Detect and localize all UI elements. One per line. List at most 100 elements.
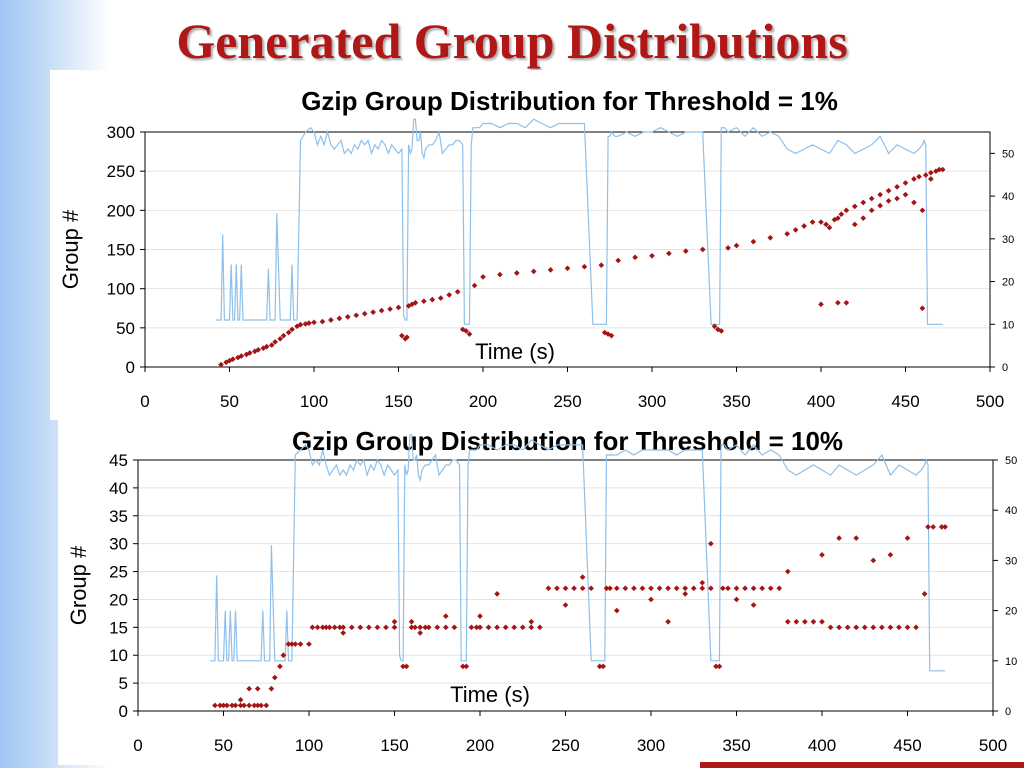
data-point bbox=[666, 250, 672, 257]
data-point bbox=[868, 195, 875, 202]
data-point bbox=[246, 702, 252, 709]
data-point bbox=[613, 607, 620, 614]
data-point bbox=[218, 361, 224, 368]
data-point bbox=[412, 624, 418, 631]
data-point bbox=[716, 663, 723, 670]
x-tick-label: 500 bbox=[979, 736, 1007, 755]
data-point bbox=[879, 624, 885, 631]
data-point bbox=[792, 227, 799, 233]
data-point bbox=[818, 219, 824, 225]
y2-tick-label: 30 bbox=[1002, 234, 1014, 246]
data-point bbox=[425, 624, 432, 631]
data-point bbox=[454, 288, 461, 295]
data-point bbox=[733, 585, 740, 592]
y2-tick-label: 40 bbox=[1005, 505, 1017, 517]
data-point bbox=[471, 282, 478, 289]
data-point bbox=[902, 180, 909, 186]
x-tick-label: 500 bbox=[976, 392, 1004, 411]
x-tick-label: 400 bbox=[807, 392, 835, 411]
data-point bbox=[682, 591, 689, 597]
data-point bbox=[648, 596, 654, 603]
data-point bbox=[656, 585, 663, 592]
data-point bbox=[564, 265, 571, 272]
data-point bbox=[851, 221, 858, 228]
data-point bbox=[511, 624, 518, 631]
data-point bbox=[370, 309, 376, 315]
x-tick-label: 450 bbox=[893, 736, 921, 755]
data-point bbox=[904, 624, 911, 631]
footer-accent-bar bbox=[700, 762, 1024, 768]
data-point bbox=[417, 630, 423, 636]
data-point bbox=[579, 574, 586, 580]
data-point bbox=[860, 199, 867, 206]
data-point bbox=[297, 641, 304, 647]
data-point bbox=[818, 301, 824, 308]
chart-panel-threshold-1: Gzip Group Distribution for Threshold = … bbox=[50, 70, 1024, 420]
data-point bbox=[336, 315, 343, 322]
x-tick-label: 250 bbox=[551, 736, 579, 755]
data-point bbox=[750, 602, 757, 608]
data-point bbox=[400, 663, 406, 670]
data-point bbox=[285, 641, 292, 647]
data-point bbox=[887, 551, 894, 558]
data-point bbox=[554, 585, 560, 592]
data-point bbox=[725, 245, 731, 251]
data-point bbox=[860, 215, 867, 221]
data-point bbox=[843, 299, 850, 306]
data-point bbox=[928, 176, 934, 182]
data-point bbox=[306, 320, 312, 326]
data-point bbox=[942, 524, 948, 530]
data-point bbox=[480, 274, 486, 280]
data-point bbox=[819, 551, 825, 558]
data-point bbox=[939, 166, 946, 173]
data-point bbox=[477, 613, 483, 620]
data-point bbox=[374, 624, 381, 631]
data-point bbox=[870, 557, 877, 564]
data-point bbox=[699, 579, 706, 586]
data-point bbox=[784, 618, 791, 625]
data-point bbox=[718, 328, 725, 334]
chart-panel-threshold-10: Gzip Group Distribution for Threshold = … bbox=[58, 420, 1024, 765]
data-point bbox=[404, 334, 410, 341]
data-point bbox=[608, 332, 615, 339]
y-axis-label: Group # bbox=[66, 545, 91, 625]
data-point bbox=[277, 663, 283, 670]
data-point bbox=[528, 618, 535, 625]
y-tick-label: 250 bbox=[107, 162, 135, 181]
slide-title: Generated Group Distributions bbox=[176, 13, 848, 69]
x-tick-label: 350 bbox=[722, 736, 750, 755]
data-point bbox=[361, 310, 368, 317]
chart-threshold-1: Gzip Group Distribution for Threshold = … bbox=[58, 86, 1014, 411]
data-point bbox=[353, 312, 360, 319]
x-axis-label: Time (s) bbox=[475, 339, 555, 364]
data-point bbox=[280, 332, 287, 339]
y2-tick-label: 50 bbox=[1002, 148, 1014, 160]
data-point bbox=[497, 271, 503, 278]
data-point bbox=[326, 624, 333, 631]
data-point bbox=[896, 624, 902, 631]
data-point bbox=[930, 524, 936, 530]
y2-tick-label: 20 bbox=[1005, 606, 1017, 618]
data-point bbox=[603, 585, 610, 592]
data-point bbox=[885, 198, 892, 204]
x-tick-label: 300 bbox=[638, 392, 666, 411]
y-tick-label: 100 bbox=[107, 280, 135, 299]
y-tick-label: 20 bbox=[109, 590, 128, 609]
data-point bbox=[690, 585, 697, 592]
data-point bbox=[598, 262, 605, 268]
data-point bbox=[894, 184, 900, 190]
data-point bbox=[434, 624, 441, 631]
x-tick-label: 400 bbox=[808, 736, 836, 755]
secondary-series-line bbox=[209, 434, 946, 672]
x-tick-label: 150 bbox=[384, 392, 412, 411]
data-point bbox=[292, 641, 299, 647]
x-tick-label: 200 bbox=[466, 736, 494, 755]
data-point bbox=[421, 298, 427, 305]
data-point bbox=[665, 618, 671, 625]
data-point bbox=[391, 624, 398, 631]
x-tick-label: 300 bbox=[637, 736, 665, 755]
y2-tick-label: 20 bbox=[1002, 277, 1014, 289]
data-point bbox=[784, 568, 791, 575]
data-point bbox=[319, 318, 326, 325]
data-point bbox=[673, 585, 680, 592]
